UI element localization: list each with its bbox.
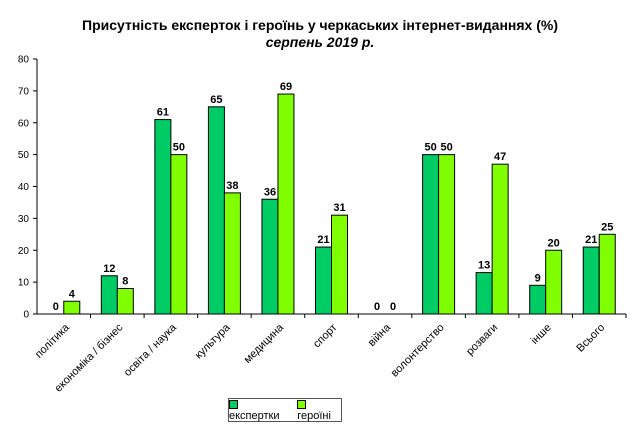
- y-tick-label: 30: [18, 214, 30, 225]
- bar-experts: [261, 198, 279, 315]
- data-label: 36: [264, 186, 276, 198]
- data-label: 12: [103, 263, 115, 275]
- data-label: 38: [226, 180, 238, 192]
- data-label: 65: [210, 94, 222, 106]
- x-tick-label: волонтерство: [389, 322, 447, 380]
- data-label: 4: [69, 288, 76, 300]
- data-label: 0: [53, 301, 59, 313]
- x-tick-label: інше: [529, 322, 554, 347]
- bar-heroines: [63, 300, 81, 315]
- data-label: 0: [374, 301, 380, 313]
- legend-label-experts: експертки: [229, 410, 280, 422]
- data-label: 50: [440, 142, 452, 154]
- data-label: 21: [317, 234, 329, 246]
- y-tick-label: 20: [18, 246, 30, 257]
- bar-heroines: [170, 154, 188, 315]
- legend: експертки героїні: [228, 398, 342, 422]
- legend-item-experts: експертки: [229, 398, 289, 422]
- data-label: 9: [535, 272, 541, 284]
- x-tick-label: Всього: [574, 322, 607, 355]
- y-tick-label: 10: [18, 278, 30, 289]
- data-label: 0: [390, 301, 396, 313]
- data-label: 25: [601, 221, 613, 233]
- bar-experts: [529, 284, 547, 315]
- y-tick-label: 80: [18, 55, 30, 66]
- legend-item-heroines: героїні: [297, 398, 341, 422]
- data-label: 69: [280, 81, 292, 93]
- x-tick-label: культура: [193, 321, 233, 361]
- bar-experts: [422, 154, 440, 315]
- bar-experts: [100, 275, 118, 315]
- legend-swatch-heroines: [297, 399, 307, 409]
- data-label: 8: [122, 276, 128, 288]
- bar-experts: [154, 119, 172, 315]
- x-tick-label: спорт: [311, 322, 340, 351]
- bar-heroines: [598, 233, 616, 315]
- bar-heroines: [277, 93, 295, 315]
- bar-heroines: [223, 192, 241, 315]
- data-label: 31: [333, 202, 345, 214]
- y-tick-label: 60: [18, 118, 30, 129]
- legend-swatch-experts: [229, 399, 238, 409]
- data-label: 21: [585, 234, 597, 246]
- data-label: 13: [478, 260, 490, 272]
- data-label: 50: [424, 142, 436, 154]
- bar-heroines: [116, 288, 134, 315]
- x-tick-label: розваги: [464, 322, 500, 358]
- data-label: 50: [173, 142, 185, 154]
- bar-experts: [315, 246, 332, 315]
- chart-title: Присутність експерток і героїнь у черкас…: [82, 17, 558, 33]
- data-label: 20: [548, 237, 560, 249]
- bar-heroines: [545, 249, 563, 315]
- y-tick-label: 0: [23, 310, 29, 321]
- chart-subtitle: серпень 2019 р.: [265, 34, 375, 50]
- legend-label-heroines: героїні: [297, 410, 331, 422]
- bar-heroines: [491, 163, 509, 315]
- y-tick-label: 70: [18, 86, 30, 97]
- bar-experts: [207, 106, 225, 315]
- bar-heroines: [438, 154, 456, 315]
- bar-heroines: [331, 214, 348, 315]
- x-tick-label: медицина: [242, 321, 287, 366]
- bar-experts: [475, 272, 493, 315]
- y-tick-label: 40: [18, 182, 30, 193]
- x-tick-label: освіта / наука: [122, 321, 180, 379]
- x-tick-label: війна: [366, 321, 394, 349]
- x-tick-label: політика: [33, 321, 73, 361]
- data-label: 61: [157, 107, 169, 119]
- data-label: 47: [494, 151, 506, 163]
- y-tick-label: 50: [18, 150, 30, 161]
- bar-experts: [582, 246, 600, 315]
